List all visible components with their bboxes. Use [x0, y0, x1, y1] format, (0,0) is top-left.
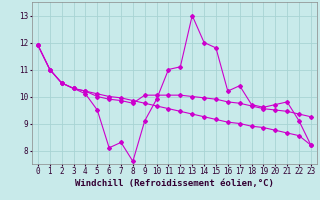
X-axis label: Windchill (Refroidissement éolien,°C): Windchill (Refroidissement éolien,°C)	[75, 179, 274, 188]
